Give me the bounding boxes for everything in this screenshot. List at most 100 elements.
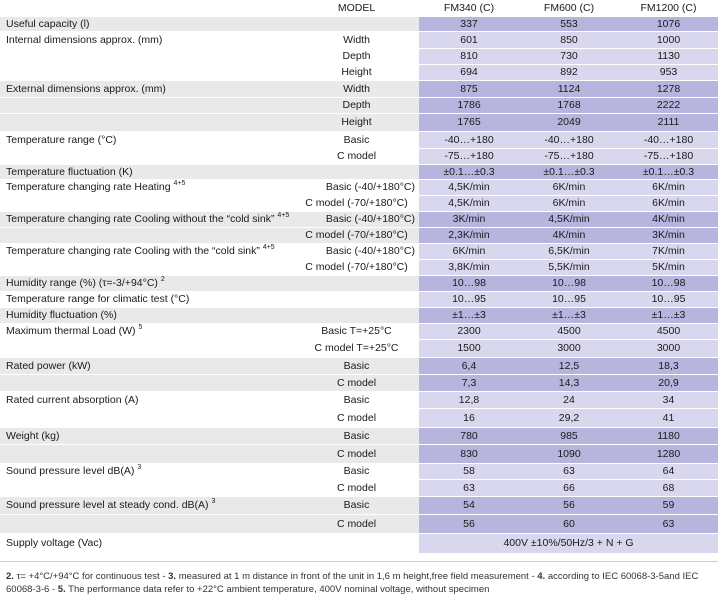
row-label-text: Useful capacity (l)	[6, 17, 90, 30]
value-fm600: 2049	[519, 113, 619, 132]
value-fm600: 4,5K/min	[519, 211, 619, 228]
row-variant: C model	[294, 374, 419, 392]
row-label: Temperature changing rate Cooling with t…	[0, 243, 294, 260]
value-fm600: 6K/min	[519, 195, 619, 212]
value-fm340: 58	[419, 463, 519, 480]
row-variant	[294, 307, 419, 324]
value-fm1200: 10…98	[619, 275, 718, 292]
table-row: Humidity range (%) (τ=-3/+94°C) 2 10…98 10…	[0, 275, 718, 292]
row-variant	[294, 16, 419, 32]
row-variant: Basic	[294, 391, 419, 409]
table-row: Temperature range (°C) Basic -40…+180 -40…+…	[0, 131, 718, 149]
value-fm600: 14,3	[519, 374, 619, 392]
table-row: Useful capacity (l) 337 553 1076	[0, 16, 718, 32]
row-variant: Basic (-40/+180°C)	[294, 243, 419, 260]
value-fm600: 29,2	[519, 408, 619, 428]
header-fm1200: FM1200 (C)	[619, 0, 718, 17]
value-fm600: -75…+180	[519, 148, 619, 165]
table-row: External dimensions approx. (mm) Width 875…	[0, 80, 718, 98]
row-label: Temperature changing rate Cooling withou…	[0, 211, 294, 228]
specification-table: MODEL FM340 (C) FM600 (C) FM1200 (C) Useful …	[0, 0, 718, 554]
row-label	[0, 227, 294, 244]
table-row: Maximum thermal Load (W) 5 Basic T=+25°C 2…	[0, 323, 718, 340]
row-label: External dimensions approx. (mm)	[0, 80, 294, 98]
value-fm600: 892	[519, 64, 619, 81]
value-fm1200: 1278	[619, 80, 718, 98]
value-fm600: 10…98	[519, 275, 619, 292]
value-fm1200: 5K/min	[619, 259, 718, 276]
footnote-4-text: according to IEC 60068-3-5and IEC 60068-…	[6, 571, 699, 595]
row-label-text: Rated current absorption (A)	[6, 393, 139, 406]
value-fm340: 830	[419, 444, 519, 464]
value-fm600: 985	[519, 427, 619, 445]
table-row: Temperature fluctuation (K) ±0.1…±0.3 ±0.1…	[0, 164, 718, 180]
row-variant: C model	[294, 444, 419, 464]
value-fm1200: 7K/min	[619, 243, 718, 260]
row-label-text: Temperature range for climatic test (°C)	[6, 293, 190, 305]
value-fm600: 24	[519, 391, 619, 409]
row-label-text: Temperature fluctuation (K)	[6, 165, 133, 178]
table-row: Depth 810 730 1130	[0, 48, 718, 65]
value-fm600: 6,5K/min	[519, 243, 619, 260]
footnote-2-number: 2.	[6, 571, 14, 582]
value-fm1200: 4K/min	[619, 211, 718, 228]
table-row: C model 16 29,2 41	[0, 408, 718, 428]
row-variant: C model	[294, 408, 419, 428]
row-label	[0, 97, 294, 114]
value-fm1200: ±0.1…±0.3	[619, 164, 718, 180]
row-label	[0, 48, 294, 65]
row-variant	[294, 164, 419, 180]
value-fm340: 10…98	[419, 275, 519, 292]
value-fm600: 1090	[519, 444, 619, 464]
value-fm340: 3K/min	[419, 211, 519, 228]
table-row: C model -75…+180 -75…+180 -75…+180	[0, 148, 718, 165]
table-row: Temperature changing rate Cooling with t…	[0, 243, 718, 260]
row-label-text: Weight (kg)	[6, 429, 60, 442]
row-variant: C model	[294, 514, 419, 534]
row-variant: C model (-70/+180°C)	[294, 259, 419, 276]
value-fm1200: 953	[619, 64, 718, 81]
row-label-text: Temperature changing rate Cooling with t…	[6, 245, 260, 257]
table-row: C model (-70/+180°C) 4,5K/min 6K/min 6K/min	[0, 195, 718, 212]
value-fm340: 54	[419, 496, 519, 515]
header-row: MODEL FM340 (C) FM600 (C) FM1200 (C)	[0, 0, 718, 17]
value-fm1200: 59	[619, 496, 718, 515]
value-fm600: 6K/min	[519, 179, 619, 196]
value-fm340: 16	[419, 408, 519, 428]
row-variant: C model T=+25°C	[294, 339, 419, 358]
table-row: C model T=+25°C 1500 3000 3000	[0, 339, 718, 358]
row-label: Internal dimensions approx. (mm)	[0, 31, 294, 49]
value-fm340: 780	[419, 427, 519, 445]
value-fm1200: 2111	[619, 113, 718, 132]
table-row: Temperature changing rate Heating 4+5 Bas…	[0, 179, 718, 196]
row-variant: Width	[294, 31, 419, 49]
footnote-3-number: 3.	[168, 571, 177, 582]
row-label: Useful capacity (l)	[0, 16, 294, 32]
value-fm340: 337	[419, 16, 519, 32]
row-variant: C model (-70/+180°C)	[294, 227, 419, 244]
header-fm600: FM600 (C)	[519, 0, 619, 17]
value-fm1200: 2222	[619, 97, 718, 114]
footnote-reference: 4+5	[262, 243, 275, 251]
value-fm340: 12,8	[419, 391, 519, 409]
row-label-text: Internal dimensions approx. (mm)	[6, 33, 163, 46]
value-fm340: 6K/min	[419, 243, 519, 260]
table-row: C model (-70/+180°C) 2,3K/min 4K/min 3K/min	[0, 227, 718, 244]
table-row: C model 830 1090 1280	[0, 444, 718, 464]
value-fm340: 6,4	[419, 357, 519, 375]
value-fm600: 12,5	[519, 357, 619, 375]
row-label: Rated power (kW)	[0, 357, 294, 375]
value-fm1200: 6K/min	[619, 179, 718, 196]
value-fm1200: 10…95	[619, 291, 718, 308]
value-fm340: 1500	[419, 339, 519, 358]
value-fm600: 3000	[519, 339, 619, 358]
value-fm340: 10…95	[419, 291, 519, 308]
header-fm340: FM340 (C)	[419, 0, 519, 17]
table-row: Sound pressure level at steady cond. dB(…	[0, 496, 718, 515]
row-label: Sound pressure level dB(A) 3	[0, 463, 294, 480]
value-fm600: 10…95	[519, 291, 619, 308]
table-row: Humidity fluctuation (%) ±1…±3 ±1…±3 ±1…±3	[0, 307, 718, 324]
value-fm340: 1786	[419, 97, 519, 114]
row-label	[0, 113, 294, 132]
row-label	[0, 374, 294, 392]
